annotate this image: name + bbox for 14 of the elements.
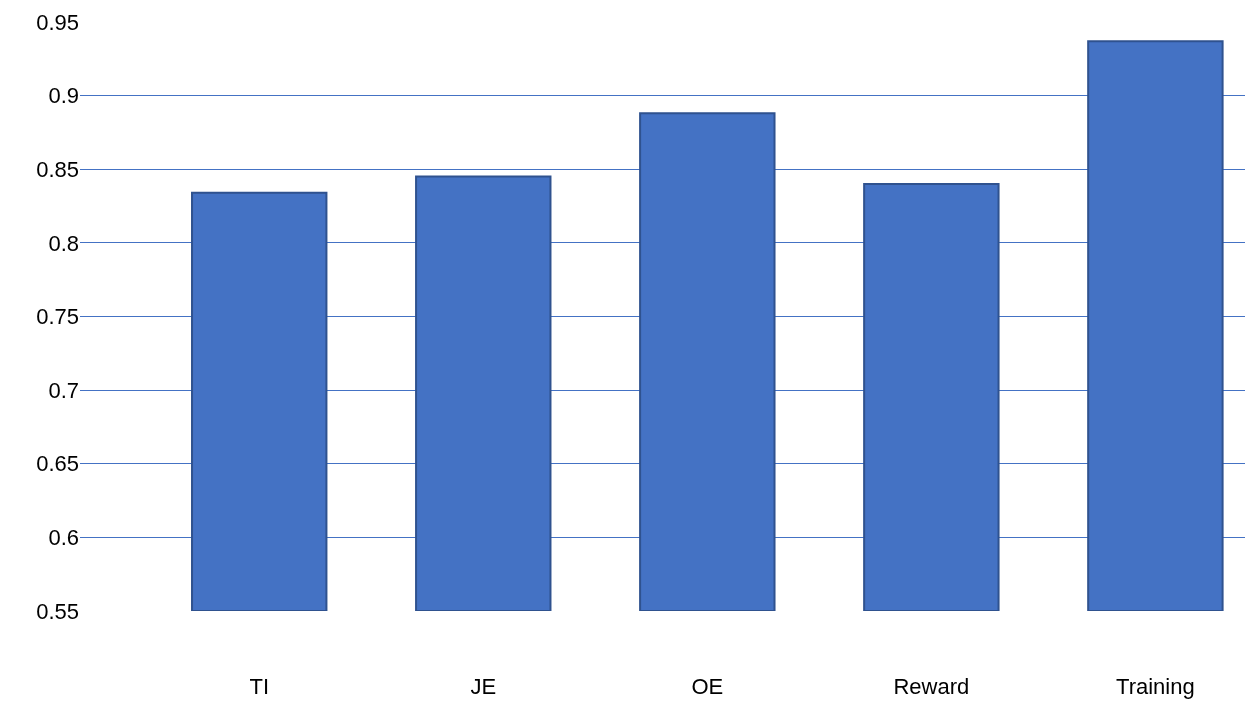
y-tick-label: 0.9 bbox=[48, 83, 79, 109]
y-tick-label: 0.95 bbox=[36, 9, 79, 35]
y-tick-label: 0.65 bbox=[36, 451, 79, 477]
x-tick-label: OE bbox=[691, 674, 724, 699]
y-tick-label: 0.7 bbox=[48, 377, 79, 403]
y-tick-label: 0.8 bbox=[48, 230, 79, 256]
x-tick-label: Reward bbox=[893, 674, 970, 699]
y-tick-label: 0.55 bbox=[36, 598, 79, 624]
y-tick-label: 0.75 bbox=[36, 304, 79, 330]
x-tick-label: TI bbox=[249, 674, 270, 699]
y-tick-label: 0.6 bbox=[48, 525, 79, 551]
y-tick-label: 0.85 bbox=[36, 156, 79, 182]
x-tick-label: JE bbox=[470, 674, 497, 699]
x-tick-label: Training bbox=[1116, 674, 1195, 699]
